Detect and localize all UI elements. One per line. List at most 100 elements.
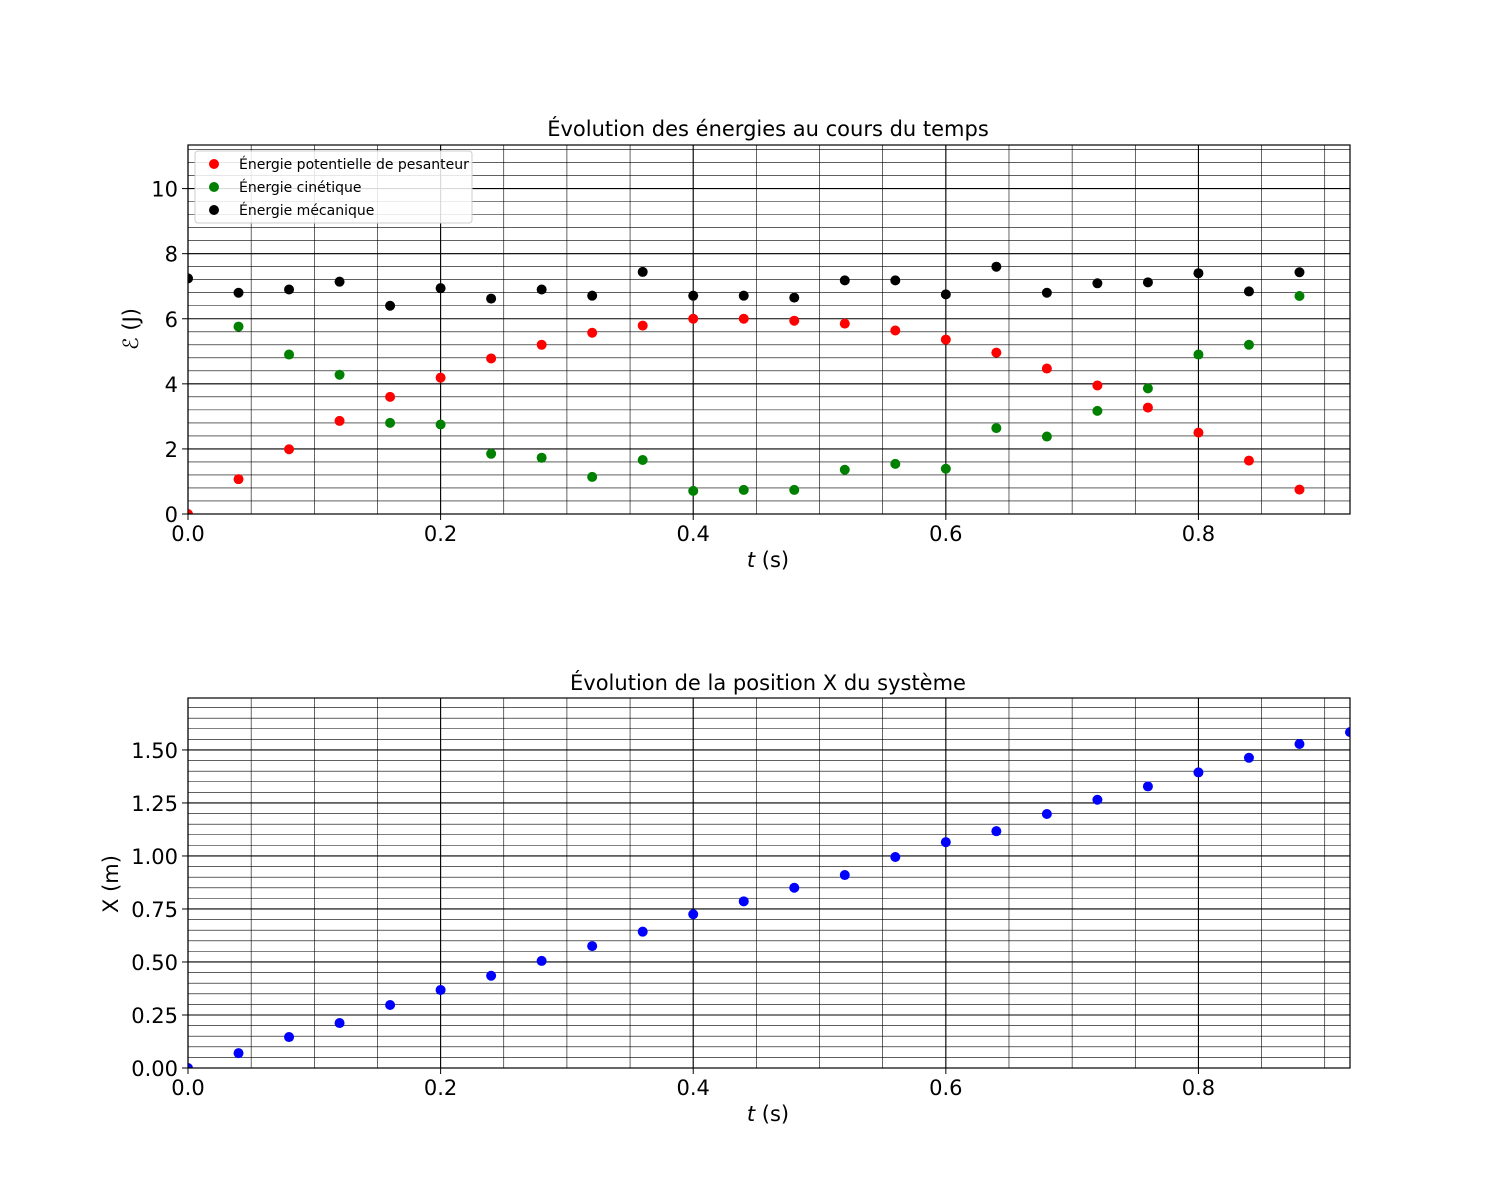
position-point-s0-5 — [435, 984, 446, 995]
energy-point-s0-7 — [536, 339, 547, 350]
energy-point-s2-6 — [486, 293, 497, 304]
energy-point-s1-2 — [334, 369, 345, 380]
position-point-s0-2 — [284, 1032, 295, 1043]
position-point-s0-9 — [637, 926, 648, 937]
energy-y-tick-label-3: 6 — [165, 308, 178, 332]
position-grid — [187, 698, 1350, 1069]
energy-point-s2-1 — [233, 287, 244, 298]
position-x-tick-label-3: 0.6 — [929, 1076, 962, 1100]
position-y-tick-label-6: 1.50 — [131, 739, 178, 763]
energy-point-s2-15 — [940, 289, 951, 300]
energy-x-tick-label-4: 0.8 — [1182, 522, 1215, 546]
legend-marker-potential — [209, 159, 219, 169]
energy-legend: Énergie potentielle de pesanteur Énergie… — [194, 150, 473, 224]
position-point-s0-13 — [839, 870, 850, 881]
energy-point-s0-9 — [637, 320, 648, 331]
energy-point-s1-17 — [1092, 405, 1103, 416]
energy-grid — [187, 145, 1350, 515]
legend-label-kinetic: Énergie cinétique — [239, 179, 362, 196]
energy-point-s0-2 — [284, 444, 295, 455]
position-point-s0-3 — [334, 1018, 345, 1029]
energy-x-tick-label-0: 0.0 — [171, 522, 204, 546]
energy-x-axis-unit: (s) — [755, 548, 789, 572]
energy-point-s2-8 — [587, 290, 598, 301]
energy-point-s0-6 — [486, 353, 497, 364]
position-point-s0-18 — [1092, 794, 1103, 805]
energy-point-s1-1 — [284, 349, 295, 360]
position-point-s0-14 — [890, 852, 901, 863]
energy-point-s2-17 — [1041, 287, 1052, 298]
energy-point-s0-18 — [1092, 380, 1103, 391]
position-y-tick-label-2: 0.50 — [131, 951, 178, 975]
position-x-tick-label-1: 0.2 — [424, 1076, 457, 1100]
position-point-s0-8 — [587, 941, 598, 952]
energy-point-s0-3 — [334, 415, 345, 426]
energy-point-s2-13 — [839, 275, 850, 286]
energy-point-s0-10 — [688, 313, 699, 324]
energy-point-s2-0 — [188, 273, 193, 284]
energy-y-tick-label-5: 10 — [151, 178, 178, 202]
legend-marker-kinetic — [209, 182, 219, 192]
energy-point-s0-15 — [940, 334, 951, 345]
energy-point-s1-7 — [587, 471, 598, 482]
energy-point-s0-4 — [385, 391, 396, 402]
energy-point-s1-5 — [486, 448, 497, 459]
energy-point-s0-5 — [435, 372, 446, 383]
energy-point-s2-19 — [1142, 277, 1153, 288]
energy-y-tick-label-2: 4 — [165, 373, 178, 397]
position-point-s0-23 — [1345, 727, 1350, 738]
energy-point-s0-14 — [890, 325, 901, 336]
position-point-s0-20 — [1193, 767, 1204, 778]
position-x-tick-label-2: 0.4 — [677, 1076, 710, 1100]
energy-point-s0-0 — [188, 509, 193, 514]
position-point-s0-10 — [688, 909, 699, 920]
position-points — [188, 727, 1350, 1068]
energy-point-s1-4 — [435, 419, 446, 430]
position-point-s0-16 — [991, 826, 1002, 837]
energy-point-s1-6 — [536, 452, 547, 463]
position-y-axis-unit: X (m) — [99, 855, 123, 913]
energy-points — [188, 261, 1305, 514]
energy-chart-title: Évolution des énergies au cours du temps — [547, 116, 989, 141]
energy-y-axis-label: ℰ (J) — [119, 308, 143, 350]
position-point-s0-21 — [1243, 752, 1254, 763]
energy-point-s2-2 — [284, 284, 295, 295]
energy-point-s1-10 — [738, 484, 749, 495]
energy-point-s0-20 — [1193, 427, 1204, 438]
energy-point-s2-18 — [1092, 278, 1103, 289]
energy-point-s2-11 — [738, 290, 749, 301]
energy-point-s0-12 — [789, 315, 800, 326]
position-point-s0-7 — [536, 955, 547, 966]
energy-y-tick-label-1: 2 — [165, 438, 178, 462]
position-chart-title: Évolution de la position X du système — [570, 670, 966, 695]
energy-point-s1-9 — [688, 485, 699, 496]
position-x-axis-label: t (s) — [747, 1102, 789, 1126]
energy-x-axis-var: t — [747, 548, 756, 572]
energy-point-s1-8 — [637, 454, 648, 465]
energy-point-s0-13 — [839, 318, 850, 329]
energy-point-s1-12 — [839, 464, 850, 475]
energy-point-s0-1 — [233, 474, 244, 485]
energy-x-tick-label-1: 0.2 — [424, 522, 457, 546]
energy-x-axis-label: t (s) — [747, 548, 789, 572]
legend-marker-mechanical — [209, 205, 219, 215]
energy-point-s1-16 — [1041, 431, 1052, 442]
energy-y-axis-var: ℰ — [119, 337, 143, 350]
energy-point-s1-3 — [385, 417, 396, 428]
position-point-s0-19 — [1142, 781, 1153, 792]
energy-point-s1-19 — [1193, 349, 1204, 360]
energy-point-s0-21 — [1243, 455, 1254, 466]
energy-plot-frame — [187, 144, 1351, 515]
energy-x-tick-label-2: 0.4 — [677, 522, 710, 546]
energy-x-tick-label-3: 0.6 — [929, 522, 962, 546]
energy-point-s1-20 — [1243, 339, 1254, 350]
position-y-tick-label-0: 0.00 — [131, 1057, 178, 1081]
energy-y-tick-label-4: 8 — [165, 243, 178, 267]
energy-point-s2-16 — [991, 261, 1002, 272]
position-y-axis-label: X (m) — [99, 855, 123, 913]
energy-point-s2-9 — [637, 266, 648, 277]
energy-point-s2-14 — [890, 275, 901, 286]
energy-y-tick-label-0: 0 — [165, 503, 178, 527]
position-point-s0-1 — [233, 1048, 244, 1059]
